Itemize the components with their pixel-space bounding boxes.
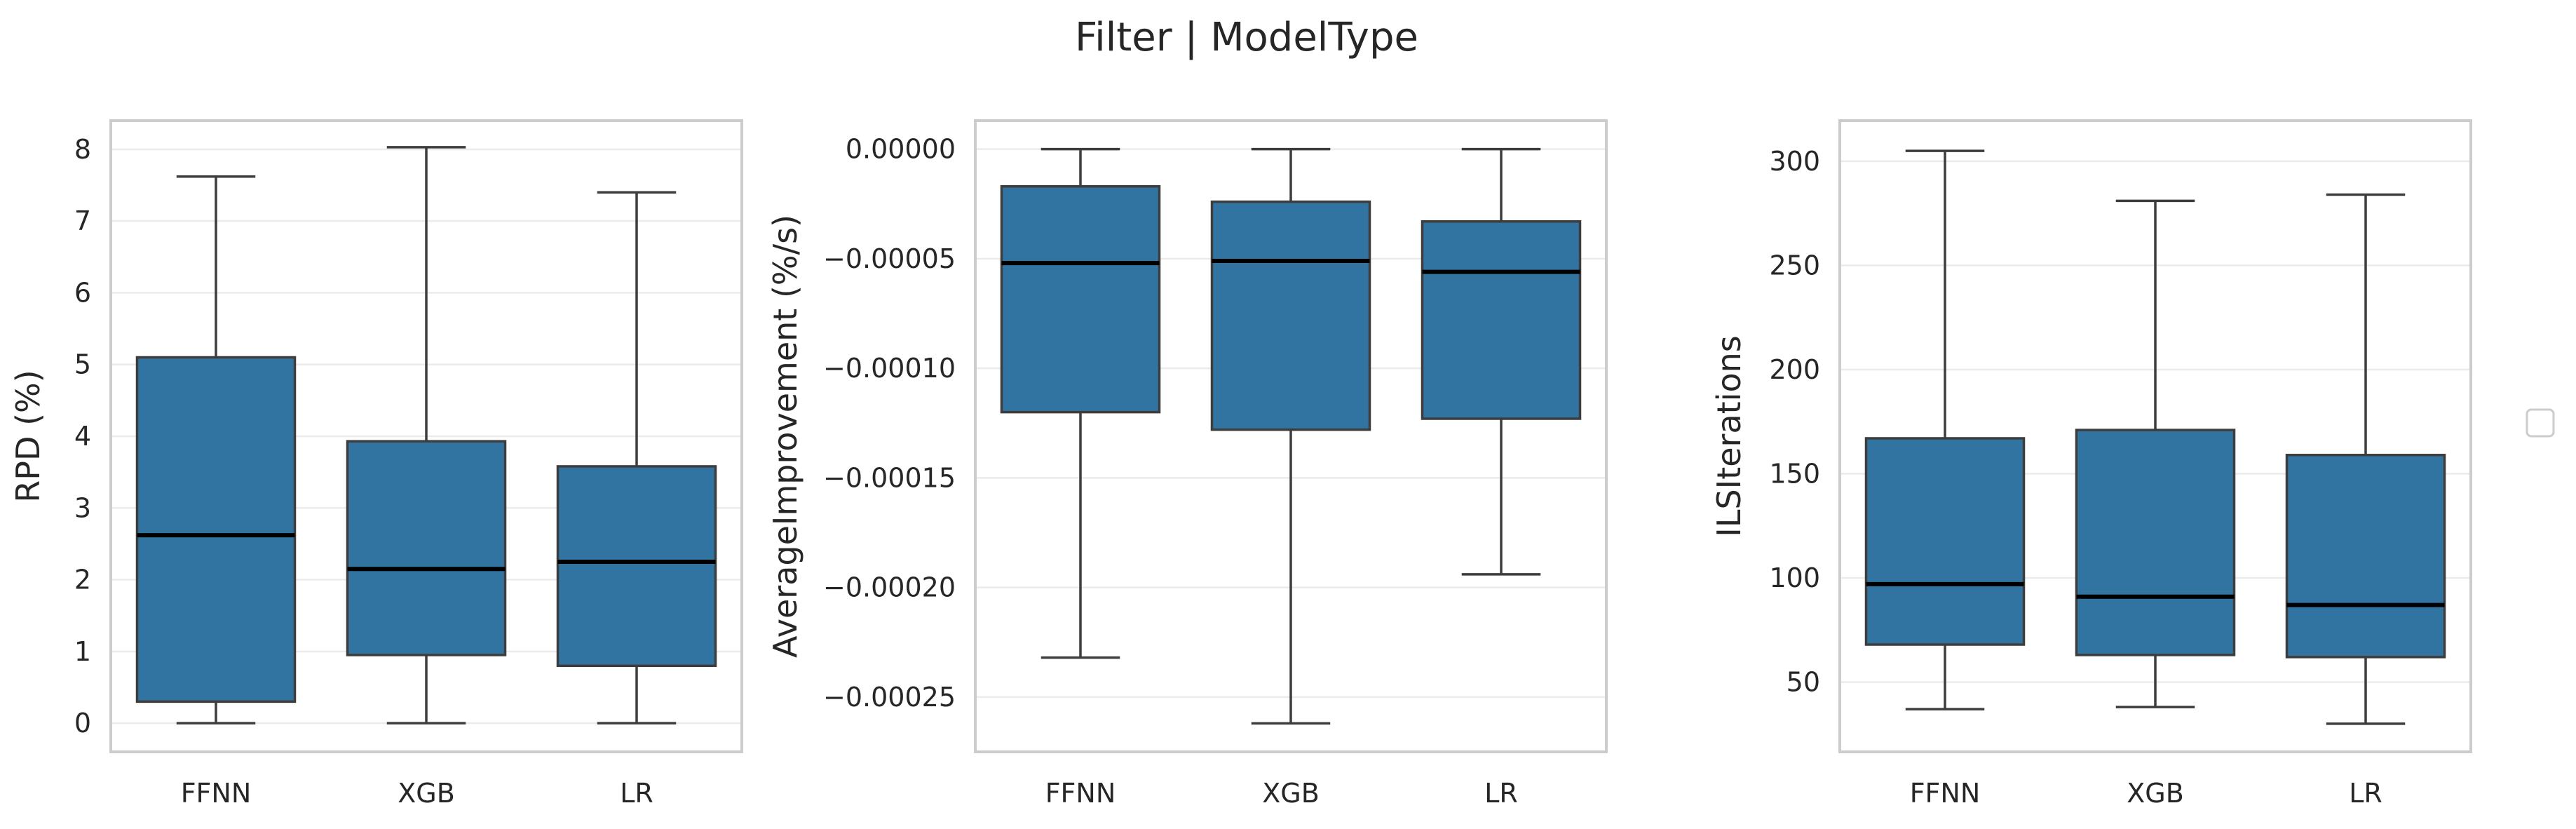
y-tick-label: 1: [74, 636, 91, 667]
y-tick-label: −0.00025: [823, 682, 956, 713]
subplot-1: 0 1 2 3 4 5 6 7 8 FFNN XGB LR RPD (%): [9, 119, 743, 809]
box-lr: [2285, 193, 2446, 725]
box-lr: [556, 191, 717, 724]
iqr-box: [556, 465, 717, 668]
x-tick-label: XGB: [2127, 778, 2184, 809]
subplot-3: 50 100 150 200 250 300 FFNN XGB LR ILSIterations: [1710, 119, 2472, 809]
x-tick-label: LR: [1484, 778, 1518, 809]
iqr-box: [1000, 185, 1161, 414]
x-tick-label: FFNN: [1910, 778, 1981, 809]
y-axis-label: ILSIterations: [1710, 335, 1748, 537]
iqr-box: [1210, 200, 1371, 431]
y-tick-label: 250: [1769, 250, 1820, 281]
y-tick-label: 0.00000: [846, 134, 956, 165]
x-tick-label: XGB: [398, 778, 455, 809]
plot-border: [1838, 119, 2472, 753]
iqr-box: [1864, 437, 2026, 646]
y-axis-label: AverageImprovement (%/s): [766, 215, 804, 658]
subplot-2: 0.00000 −0.00005 −0.00010 −0.00015 −0.00020 −…: [766, 119, 1608, 809]
box-ffnn: [135, 175, 297, 724]
box-ffnn: [1000, 147, 1161, 659]
empty-legend-box: [2526, 408, 2555, 438]
x-tick-label: LR: [2349, 778, 2382, 809]
y-tick-label: 200: [1769, 354, 1820, 385]
iqr-box: [346, 440, 507, 656]
iqr-box: [2285, 453, 2446, 659]
y-tick-label: −0.00005: [823, 243, 956, 274]
box-ffnn: [1864, 149, 2026, 710]
iqr-box: [135, 356, 297, 703]
y-tick-label: 300: [1769, 146, 1820, 177]
y-tick-label: −0.00015: [823, 462, 956, 493]
y-tick-label: 5: [74, 349, 91, 380]
y-tick-label: −0.00020: [823, 572, 956, 603]
y-tick-label: 0: [74, 708, 91, 739]
y-tick-label: 7: [74, 205, 91, 236]
iqr-box: [1421, 220, 1582, 420]
box-xgb: [1210, 147, 1371, 725]
y-tick-label: 8: [74, 134, 91, 165]
subplot-panels: 0 1 2 3 4 5 6 7 8 FFNN XGB LR RPD (%) 0.00000 −0.00005…: [9, 119, 2472, 809]
y-tick-label: −0.00010: [823, 353, 956, 384]
x-tick-label: LR: [620, 778, 653, 809]
iqr-box: [2075, 429, 2236, 656]
x-tick-label: FFNN: [1045, 778, 1116, 809]
x-tick-label: FFNN: [181, 778, 252, 809]
x-tick-label: XGB: [1262, 778, 1320, 809]
y-tick-label: 100: [1769, 562, 1820, 593]
figure-title: Filter | ModelType: [1075, 15, 1418, 60]
y-tick-label: 3: [74, 492, 91, 523]
y-axis-label: RPD (%): [9, 370, 47, 502]
box-xgb: [346, 146, 507, 724]
plot-border: [109, 119, 743, 753]
plot-border: [974, 119, 1608, 753]
y-tick-label: 150: [1769, 458, 1820, 489]
y-tick-label: 4: [74, 421, 91, 452]
y-tick-label: 2: [74, 565, 91, 595]
box-xgb: [2075, 199, 2236, 708]
y-tick-label: 6: [74, 277, 91, 308]
y-tick-label: 50: [1787, 666, 1820, 697]
box-lr: [1421, 147, 1582, 576]
